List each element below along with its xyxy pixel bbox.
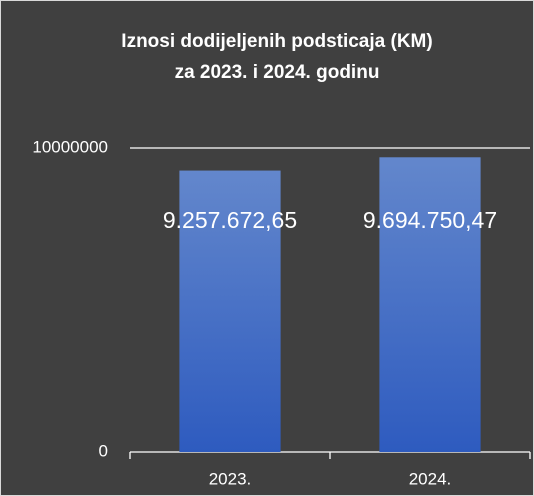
x-tick-label: 2024. — [409, 469, 452, 488]
chart-title: za 2023. i 2024. godinu — [175, 62, 380, 83]
y-tick-label: 0 — [99, 441, 108, 460]
data-label: 9.694.750,47 — [363, 207, 497, 233]
bar — [179, 170, 281, 452]
chart-title: Iznosi dodijeljenih podsticaja (KM) — [121, 31, 432, 52]
y-tick-label: 10000000 — [32, 137, 108, 156]
x-tick-label: 2023. — [209, 469, 252, 488]
data-label: 9.257.672,65 — [163, 207, 297, 233]
bar — [379, 157, 481, 452]
